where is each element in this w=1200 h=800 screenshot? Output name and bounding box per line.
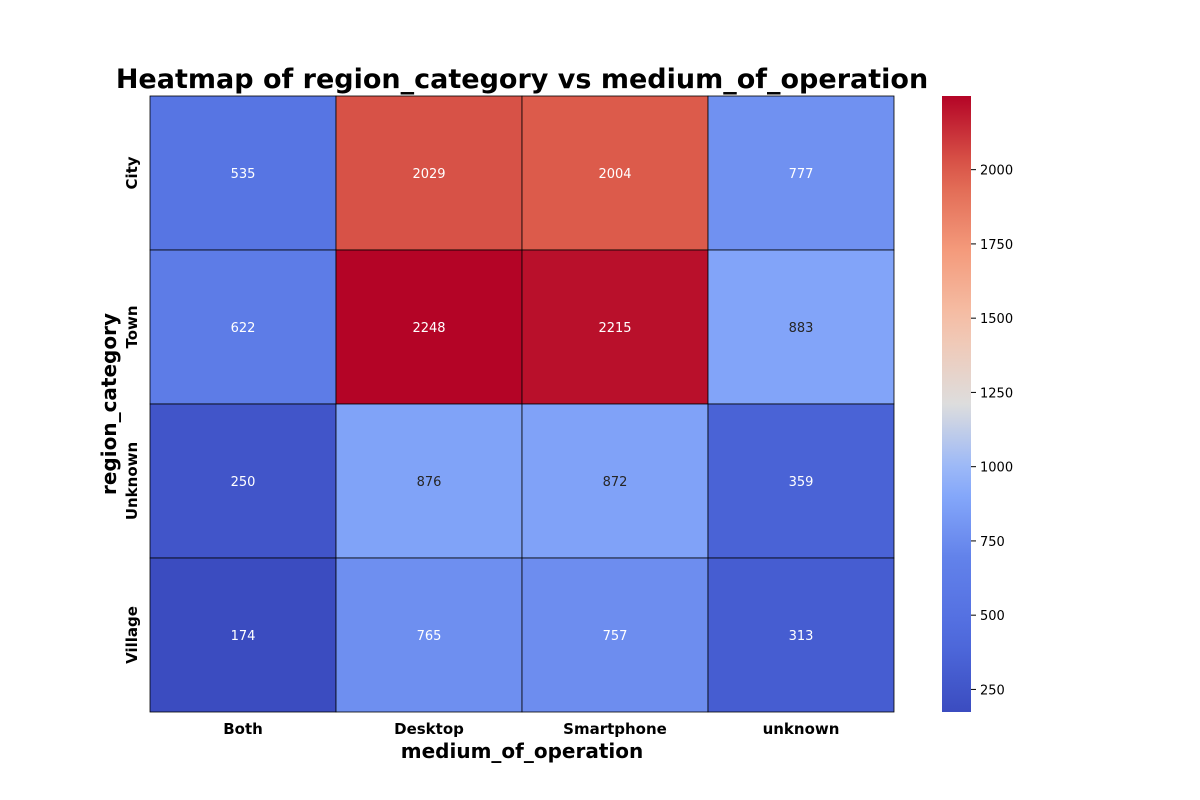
cell-value-label: 883: [789, 321, 814, 336]
cell-value-label: 535: [231, 167, 256, 182]
cell-value-label: 777: [789, 167, 814, 182]
cell-value-label: 757: [603, 629, 628, 644]
colorbar-tick-label: 1000: [980, 461, 1013, 476]
chart-title: Heatmap of region_category vs medium_of_…: [116, 64, 928, 95]
y-tick-label: Unknown: [123, 442, 141, 520]
cell-value-label: 2215: [598, 321, 631, 336]
colorbar: [942, 96, 971, 712]
cell-value-label: 876: [417, 475, 442, 490]
heatmap-cell: [707, 95, 895, 251]
cell-value-label: 250: [231, 475, 256, 490]
x-tick-label: unknown: [763, 720, 840, 738]
heatmap-cell: [335, 95, 523, 251]
colorbar-tick-label: 2000: [980, 164, 1013, 179]
y-tick-label: Village: [123, 606, 141, 664]
cell-value-label: 313: [789, 629, 814, 644]
heatmap-cell: [149, 249, 337, 405]
y-tick-label: Town: [123, 305, 141, 348]
x-tick-labels: Both Desktop Smartphone unknown: [223, 720, 839, 738]
heatmap-cell: [707, 557, 895, 713]
heatmap-cell: [521, 557, 709, 713]
colorbar-ticks: 250 500 750 1000 1250 1500 1750 2000: [971, 164, 1013, 698]
heatmap-cell: [335, 557, 523, 713]
x-axis-label: medium_of_operation: [401, 739, 643, 763]
x-tick-label: Smartphone: [563, 720, 667, 738]
colorbar-tick-label: 500: [980, 609, 1005, 624]
colorbar-tick-label: 1250: [980, 386, 1013, 401]
colorbar-tick-label: 250: [980, 683, 1005, 698]
colorbar-tick-label: 1500: [980, 312, 1013, 327]
colorbar-tick-label: 1750: [980, 238, 1013, 253]
y-tick-labels: City Town Unknown Village: [123, 156, 141, 664]
heatmap-cell: [149, 95, 337, 251]
cell-value-label: 359: [789, 475, 814, 490]
cell-value-label: 2004: [598, 167, 631, 182]
y-axis-label: region_category: [97, 313, 121, 495]
heatmap-cell: [521, 95, 709, 251]
heatmap-cells: 535 2029 2004 777 622 2248 2215 883 250 876 872 359…: [149, 95, 895, 713]
heatmap-cell: [335, 403, 523, 559]
x-tick-label: Desktop: [394, 720, 464, 738]
y-tick-label: City: [123, 156, 141, 189]
heatmap-cell: [521, 249, 709, 405]
heatmap-cell: [335, 249, 523, 405]
x-tick-label: Both: [223, 720, 263, 738]
colorbar-tick-label: 750: [980, 535, 1005, 550]
cell-value-label: 872: [603, 475, 628, 490]
cell-value-label: 174: [231, 629, 256, 644]
heatmap-cell: [707, 403, 895, 559]
cell-value-label: 2029: [412, 167, 445, 182]
cell-value-label: 2248: [412, 321, 445, 336]
cell-value-label: 765: [417, 629, 442, 644]
heatmap-cell: [707, 249, 895, 405]
heatmap-cell: [149, 557, 337, 713]
cell-value-label: 622: [231, 321, 256, 336]
